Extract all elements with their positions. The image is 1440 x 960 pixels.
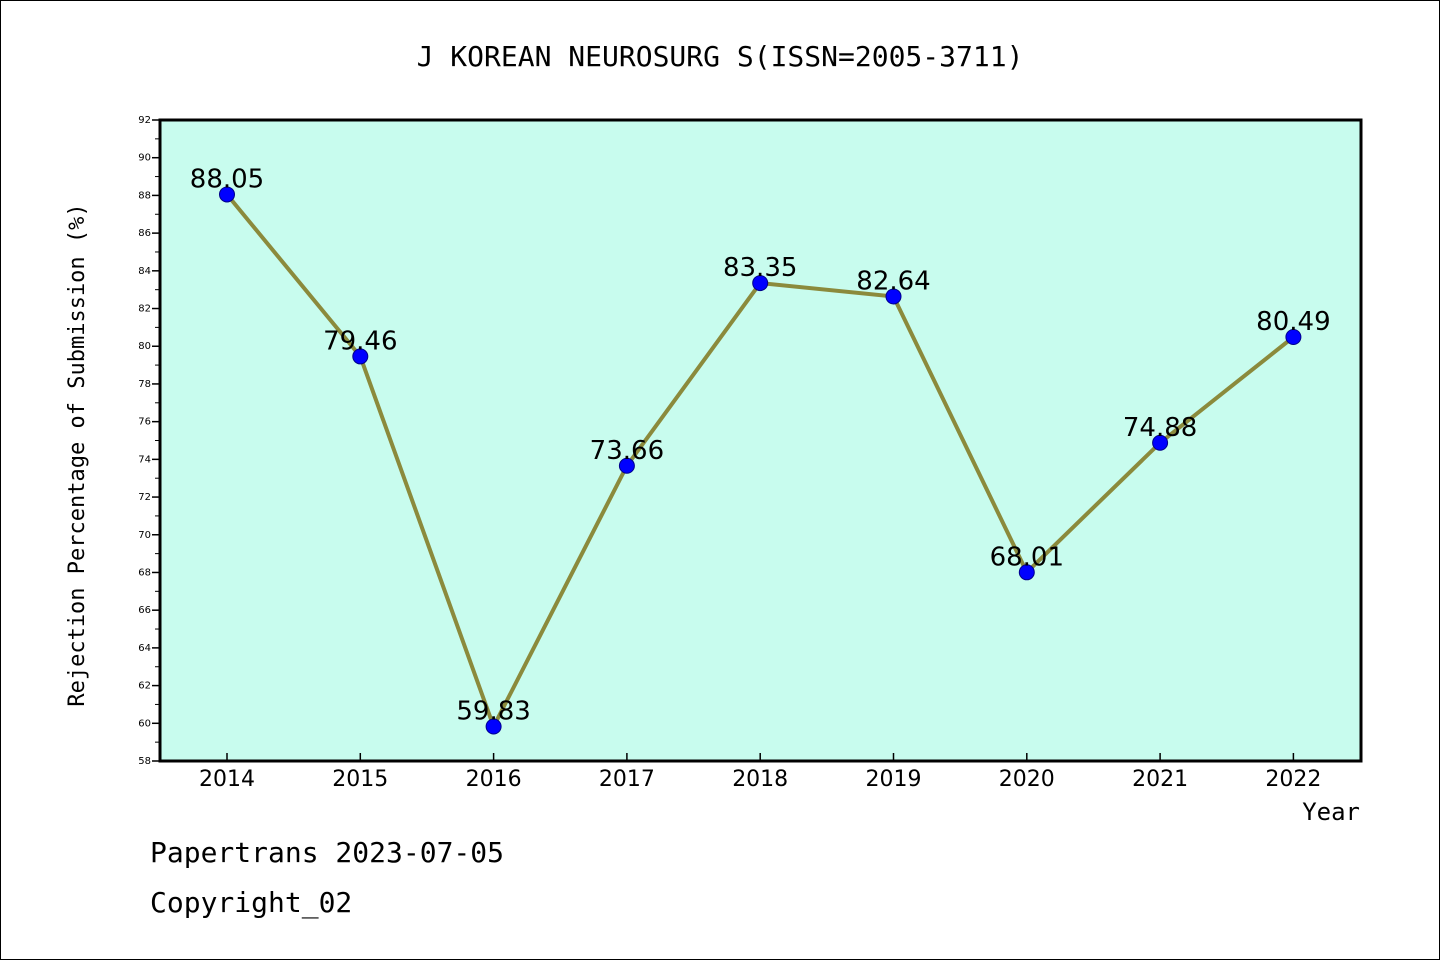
data-label: 79.46 (323, 326, 397, 356)
y-tick-label: 86 (138, 228, 151, 239)
y-tick-label: 64 (138, 643, 151, 654)
data-label: 88.05 (190, 164, 264, 194)
y-tick-label: 90 (138, 153, 151, 164)
data-label: 80.49 (1256, 307, 1330, 337)
data-label: 83.35 (723, 253, 797, 283)
y-tick-label: 62 (138, 681, 151, 692)
data-point-marker (752, 275, 769, 292)
x-tick-label: 2017 (599, 767, 655, 792)
x-axis-label: Year (1302, 798, 1360, 826)
data-point-marker (485, 718, 502, 735)
y-tick-label: 78 (138, 379, 151, 390)
x-axis: 2014 2015 2016 2017 2018 2019 2020 2021 2022 (199, 753, 1321, 792)
x-tick-label: 2015 (332, 767, 388, 792)
data-point-marker (1018, 564, 1035, 581)
y-tick-label: 82 (138, 304, 151, 315)
data-label: 68.01 (990, 542, 1064, 572)
data-label: 59.83 (456, 696, 530, 726)
y-axis: 58 60 62 64 66 68 70 72 74 76 78 80 82 84 86 88 90 92 (138, 115, 160, 767)
y-tick-label: 68 (138, 567, 151, 578)
data-label: 73.66 (590, 436, 664, 466)
x-tick-label: 2018 (732, 767, 788, 792)
data-point-marker (618, 457, 635, 474)
data-point-marker (352, 348, 369, 365)
y-tick-label: 70 (138, 530, 151, 541)
y-tick-label: 60 (138, 718, 151, 729)
footer-copyright: Copyright_02 (150, 886, 353, 919)
chart-title: J KOREAN NEUROSURG S(ISSN=2005-3711) (417, 40, 1024, 73)
y-tick-label: 84 (138, 266, 151, 277)
x-tick-label: 2019 (866, 767, 922, 792)
x-tick-label: 2014 (199, 767, 255, 792)
data-label: 74.88 (1123, 413, 1197, 443)
data-point-marker (885, 288, 902, 305)
data-label: 82.64 (856, 266, 930, 296)
x-tick-label: 2020 (999, 767, 1055, 792)
y-tick-label: 92 (138, 115, 151, 126)
data-point-marker (1285, 328, 1302, 345)
x-tick-label: 2021 (1132, 767, 1188, 792)
data-point-marker (1152, 434, 1169, 451)
footer-date: Papertrans 2023-07-05 (150, 836, 505, 869)
y-axis-label: Rejection Percentage of Submission (%) (65, 203, 90, 706)
data-labels: 88.05 79.46 59.83 73.66 83.35 82.64 68.01 74.88… (190, 164, 1331, 726)
y-tick-label: 80 (138, 341, 151, 352)
series-rejection (219, 186, 1302, 735)
y-tick-label: 76 (138, 417, 151, 428)
data-point-marker (219, 186, 235, 203)
x-tick-label: 2022 (1265, 767, 1321, 792)
y-tick-label: 88 (138, 190, 151, 201)
y-tick-label: 74 (138, 454, 151, 465)
y-tick-label: 72 (138, 492, 151, 503)
y-tick-label: 58 (138, 756, 151, 767)
x-tick-label: 2016 (466, 767, 522, 792)
y-tick-label: 66 (138, 605, 151, 616)
